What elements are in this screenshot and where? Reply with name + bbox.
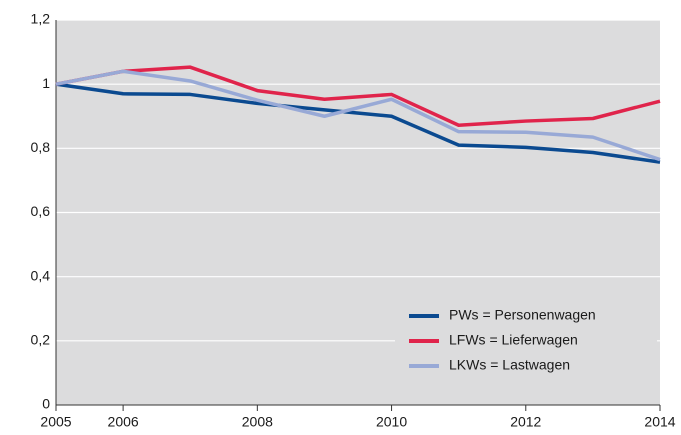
line-series — [55, 82, 661, 164]
line-series — [55, 69, 661, 162]
x-tick-label: 2008 — [242, 414, 273, 430]
x-tick-label: 2010 — [376, 414, 407, 430]
legend-label: LFWs = Lieferwagen — [449, 332, 578, 348]
y-tick-label: 1,2 — [31, 11, 51, 27]
x-tick-label: 2006 — [108, 414, 139, 430]
legend-label: PWs = Personenwagen — [449, 307, 596, 323]
x-tick-label: 2014 — [644, 414, 675, 430]
y-tick-label: 0,2 — [31, 332, 51, 348]
line-series — [55, 65, 661, 127]
y-tick-label: 0,4 — [31, 267, 51, 283]
legend-label: LKWs = Lastwagen — [449, 357, 570, 373]
y-tick-label: 0,8 — [31, 139, 51, 155]
y-tick-label: 0,6 — [31, 203, 51, 219]
x-tick-label: 2012 — [510, 414, 541, 430]
x-tick-label: 2005 — [40, 414, 71, 430]
y-tick-label: 0 — [42, 396, 50, 412]
y-tick-label: 1 — [42, 75, 50, 91]
